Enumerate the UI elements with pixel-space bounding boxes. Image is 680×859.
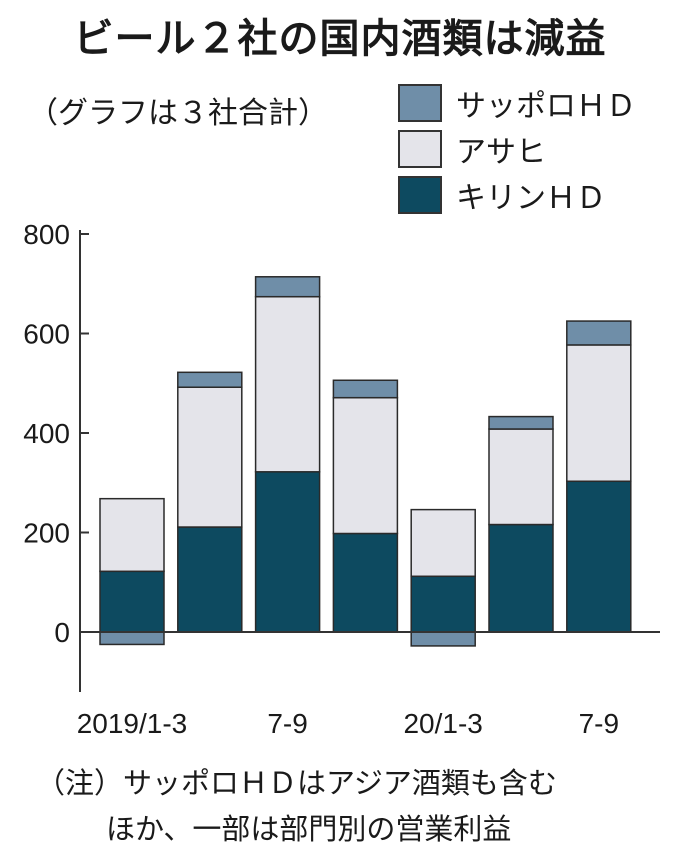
y-tick-label: 600 xyxy=(23,319,70,350)
footnote-line-2: ほか、一部は部門別の営業利益 xyxy=(106,812,512,846)
bar-segment-asahi xyxy=(177,386,243,528)
chart-subtitle: （グラフは３社合計） xyxy=(28,96,328,131)
legend: サッポロＨＤ アサヒ キリンＨＤ xyxy=(398,80,636,218)
bar-segment-sapporo xyxy=(488,415,554,430)
y-tick-label: 0 xyxy=(54,617,70,648)
bar-segment-asahi xyxy=(332,396,399,535)
legend-label-sapporo: サッポロＨＤ xyxy=(456,89,636,124)
x-tick-label: 20/1-3 xyxy=(403,708,482,739)
x-tick-label: 7-9 xyxy=(267,708,307,739)
y-tick-label: 800 xyxy=(23,219,70,250)
legend-item-asahi: アサヒ xyxy=(398,126,636,172)
legend-swatch-asahi xyxy=(398,130,442,168)
legend-item-sapporo: サッポロＨＤ xyxy=(398,80,636,126)
bar-segment-kirin xyxy=(410,575,476,633)
bar-segment-sapporo xyxy=(566,320,632,346)
bar-segment-sapporo xyxy=(177,371,243,388)
x-tick-label: 2019/1-3 xyxy=(77,708,188,739)
bar-segment-asahi xyxy=(254,295,321,473)
bar-segment-sapporo xyxy=(99,631,165,646)
x-tick-label: 7-9 xyxy=(579,708,619,739)
bar-segment-kirin xyxy=(177,526,243,633)
bar-segment-asahi xyxy=(99,497,165,573)
bar-segment-kirin xyxy=(99,570,165,633)
bar-segment-kirin xyxy=(332,532,399,633)
bar-segment-asahi xyxy=(410,508,476,578)
y-tick-label: 200 xyxy=(23,518,70,549)
bar-segment-sapporo xyxy=(332,379,399,399)
y-tick-label: 400 xyxy=(23,418,70,449)
legend-item-kirin: キリンＨＤ xyxy=(398,172,636,218)
legend-label-kirin: キリンＨＤ xyxy=(456,181,606,216)
bar-segment-asahi xyxy=(488,428,554,526)
bar-segment-kirin xyxy=(254,471,321,633)
chart-title: ビール２社の国内酒類は減益 xyxy=(73,16,607,62)
legend-swatch-kirin xyxy=(398,176,442,214)
bar-segment-sapporo xyxy=(254,276,321,298)
bar-segment-kirin xyxy=(488,523,554,633)
bar-segment-sapporo xyxy=(410,631,476,647)
bar-segment-kirin xyxy=(566,480,632,633)
stacked-bar-chart: 0 200 400 600 800 2019/1-3 7-9 20/1-3 7-9 xyxy=(23,219,660,739)
footnote-line-1: （注）サッポロＨＤはアジア酒類も含む xyxy=(36,766,557,800)
bar-segment-asahi xyxy=(566,344,632,483)
legend-swatch-sapporo xyxy=(398,84,442,122)
legend-label-asahi: アサヒ xyxy=(456,135,546,170)
